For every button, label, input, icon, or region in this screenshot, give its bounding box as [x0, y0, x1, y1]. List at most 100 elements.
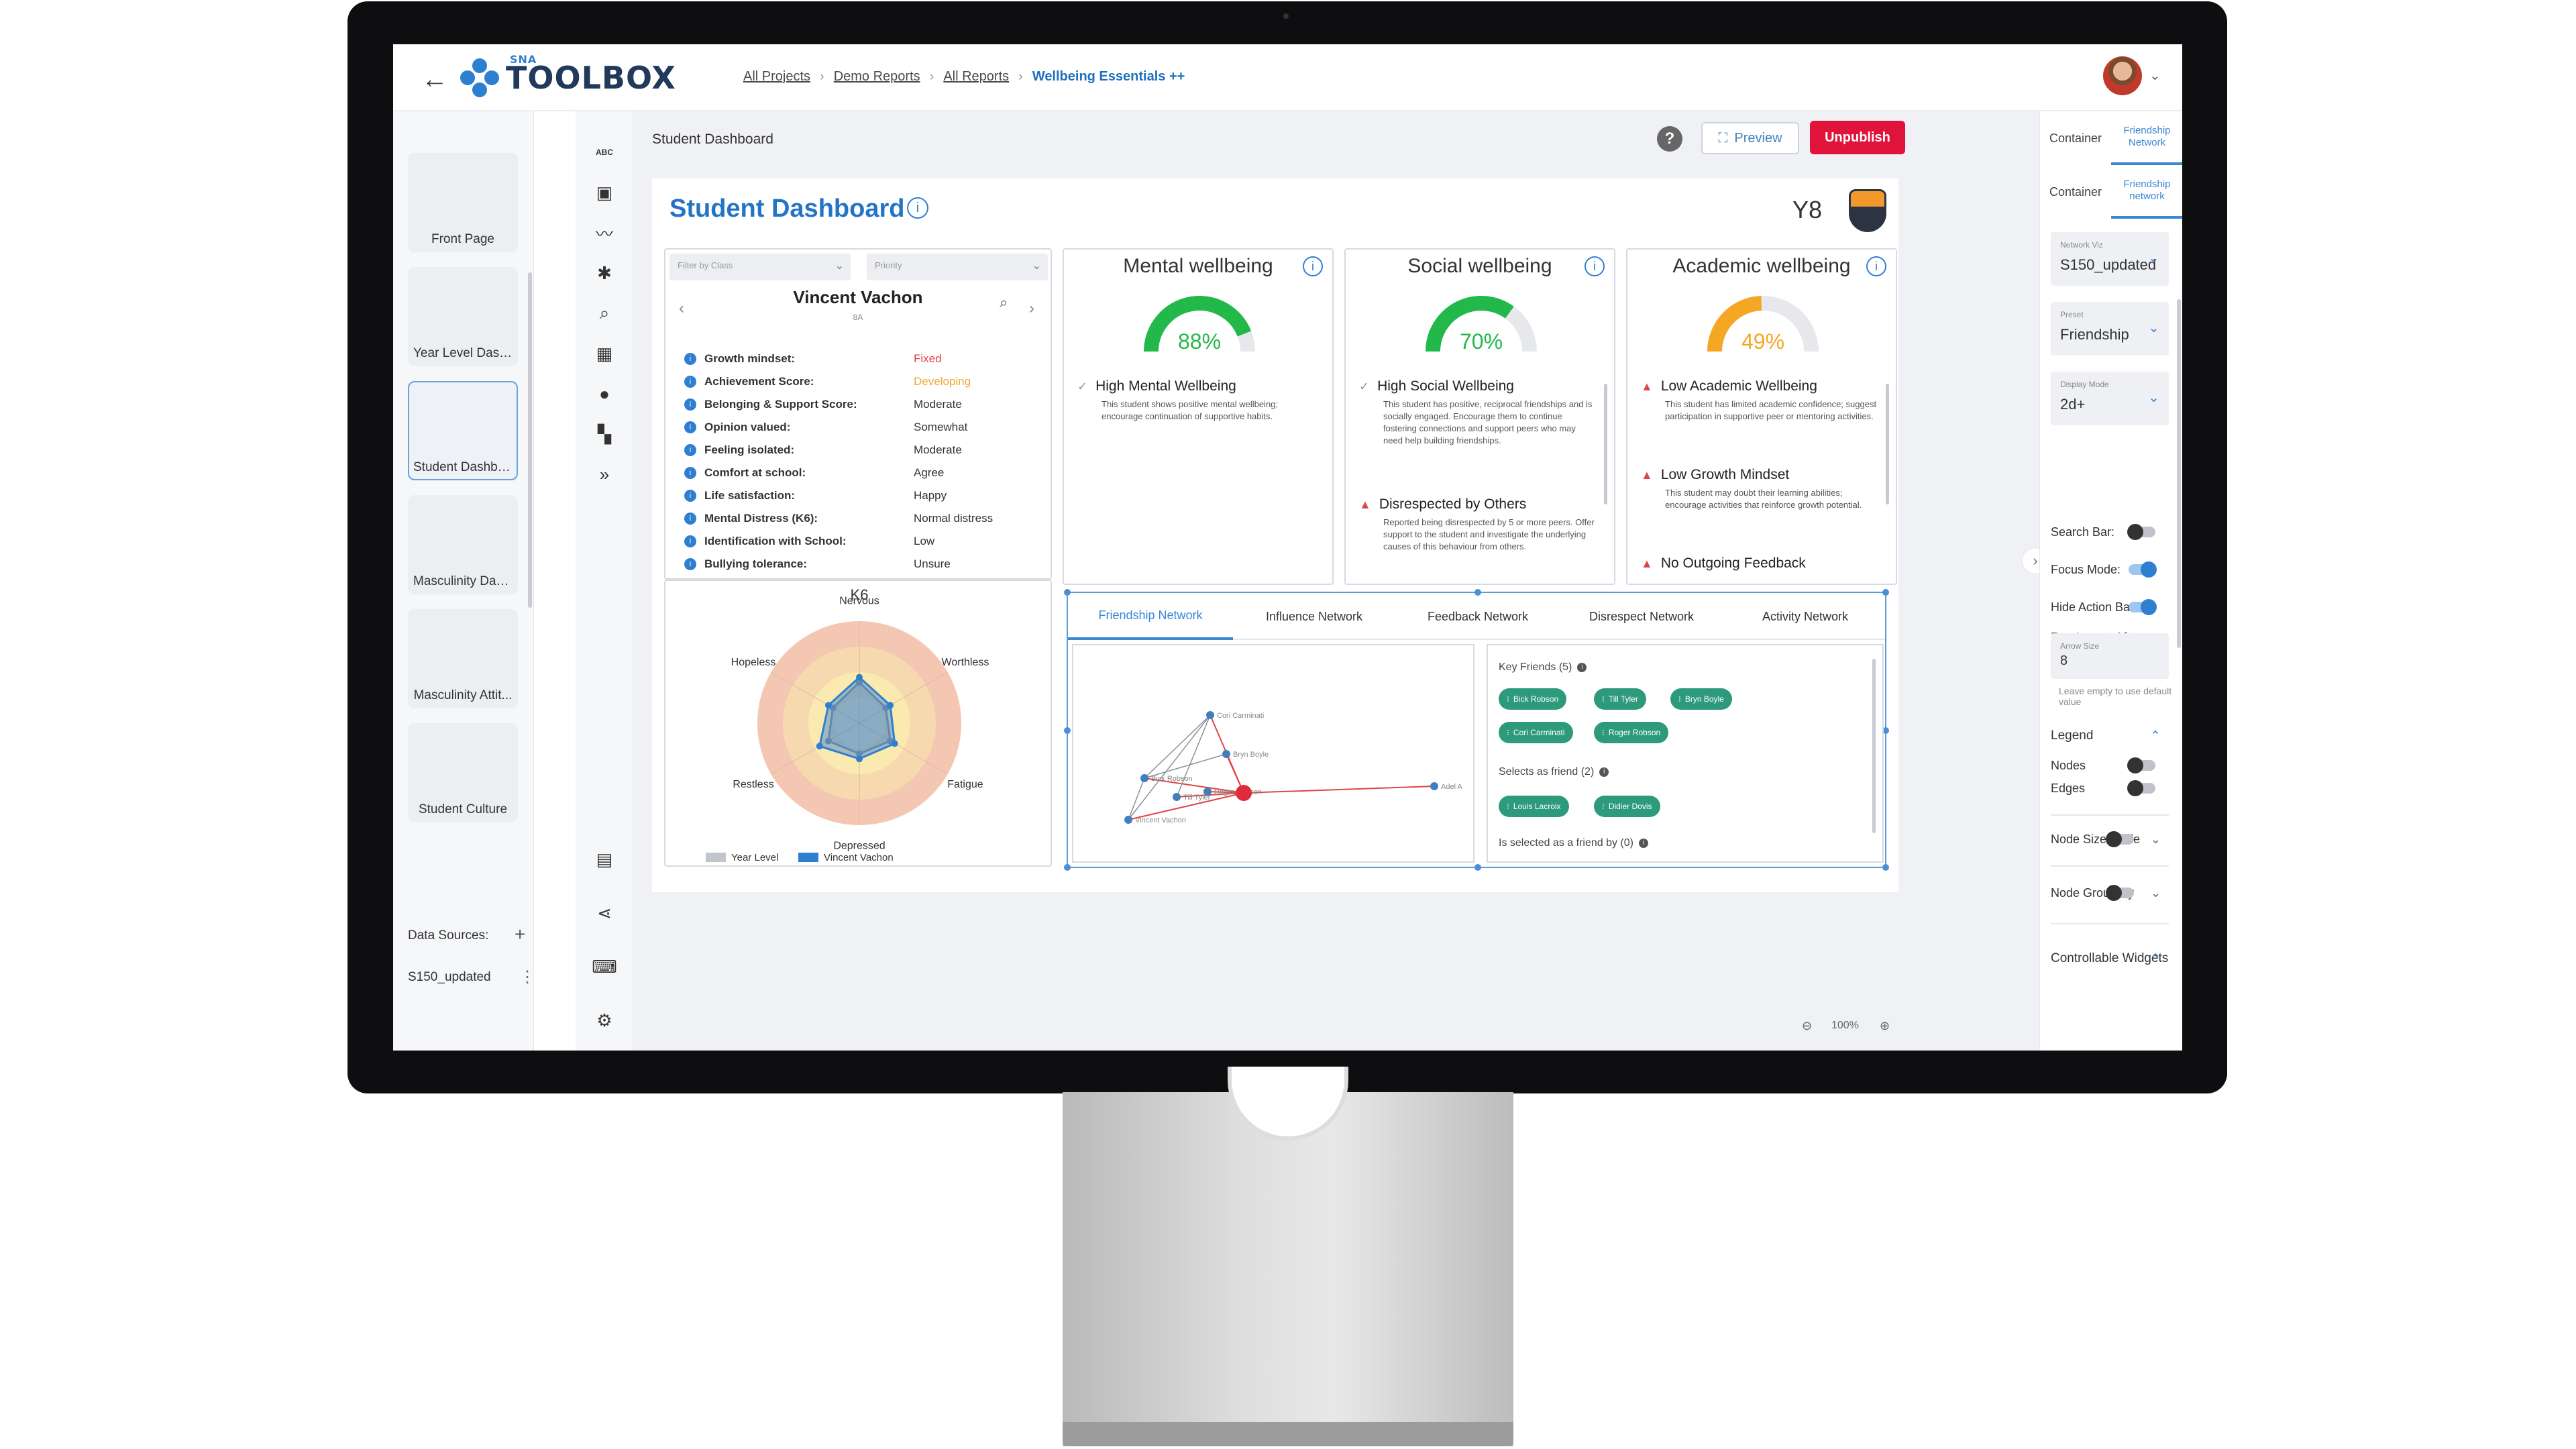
page-thumb-masculinity-attit[interactable]: Masculinity Attit... [408, 609, 518, 708]
share-icon[interactable]: ⋖ [597, 902, 612, 923]
filter-priority-select[interactable]: Priority ⌄ [867, 254, 1048, 280]
page-thumb-year-level[interactable]: Year Level Dash... [408, 267, 518, 366]
info-icon[interactable]: i [1599, 767, 1609, 777]
controllable-widgets-header[interactable]: Controllable Widgets ⌃ [2051, 951, 2169, 966]
graph-node[interactable] [1140, 774, 1148, 782]
grid-icon[interactable]: ▚ [598, 423, 611, 444]
data-source-item[interactable]: S150_updated [408, 970, 491, 984]
info-icon[interactable]: i [1638, 839, 1648, 848]
friend-chip[interactable]: ⁝ Till Tyler [1594, 688, 1646, 710]
chevron-down-icon[interactable]: ⌄ [2149, 68, 2161, 83]
breadcrumb-demo-reports[interactable]: Demo Reports [833, 69, 920, 84]
legend-section-header[interactable]: Legend ⌃ [2051, 729, 2169, 743]
tab-container-2[interactable]: Container [2049, 185, 2102, 199]
resize-handle[interactable] [1064, 589, 1071, 596]
friend-chip[interactable]: ⁝ Cori Carminati [1499, 722, 1573, 743]
tab-friendship-network[interactable]: Friendship Network [1068, 593, 1233, 640]
zoom-in-icon[interactable]: ⊕ [1880, 1019, 1890, 1032]
expand-icon[interactable]: » [599, 464, 610, 484]
chevron-down-icon[interactable]: ⌄ [2150, 885, 2161, 900]
friend-chip[interactable]: ⁝ Louis Lacroix [1499, 796, 1569, 817]
tab-disrespect-network[interactable]: Disrespect Network [1589, 609, 1695, 623]
friendship-graph[interactable]: Cori Carminati Bryn Boyle Bick Robson Roger… [1072, 644, 1474, 863]
tab-feedback-network[interactable]: Feedback Network [1427, 609, 1529, 623]
resize-handle[interactable] [1474, 864, 1481, 871]
tab-friendship-network[interactable]: Friendship Network [2111, 111, 2182, 165]
graph-node[interactable] [1173, 793, 1181, 801]
save-icon[interactable]: ▤ [596, 849, 613, 869]
resize-handle[interactable] [1882, 727, 1889, 734]
breadcrumb-all-reports[interactable]: All Reports [943, 69, 1010, 84]
nodes-toggle[interactable] [2127, 757, 2155, 773]
friend-chip[interactable]: ⁝ Roger Robson [1594, 722, 1669, 743]
page-thumb-student-dashboard[interactable]: Student Dashbo... [408, 381, 518, 480]
logo[interactable]: SNA TOOLBOX [460, 53, 676, 99]
pages-scrollbar[interactable] [528, 272, 532, 608]
display-mode-select[interactable]: Display Mode 2d+ ⌄ [2051, 372, 2169, 425]
props-scrollbar[interactable] [2177, 299, 2181, 648]
breadcrumb-all-projects[interactable]: All Projects [743, 69, 811, 84]
keyboard-icon[interactable]: ⌨ [592, 956, 617, 977]
info-icon[interactable]: i [1303, 256, 1323, 276]
image-widget-icon[interactable]: ▣ [596, 182, 613, 203]
add-data-source-icon[interactable]: + [515, 924, 526, 945]
text-widget-icon[interactable]: ABC [596, 148, 613, 157]
info-icon[interactable]: i [1866, 256, 1886, 276]
help-icon[interactable]: ? [1657, 126, 1682, 152]
node-size-toggle[interactable] [2106, 831, 2134, 847]
resize-handle[interactable] [1882, 589, 1889, 596]
tab-activity-network[interactable]: Activity Network [1762, 609, 1849, 623]
network-icon[interactable]: ✱ [597, 262, 612, 283]
prev-student-icon[interactable]: ‹ [679, 299, 684, 317]
graph-focus-node[interactable] [1236, 785, 1252, 801]
graph-node[interactable] [1124, 816, 1132, 824]
info-icon[interactable]: i [1585, 256, 1605, 276]
preview-button[interactable]: ⛶ Preview [1701, 122, 1799, 154]
search-icon[interactable]: ⌕ [1000, 294, 1008, 311]
info-icon[interactable]: i [1577, 663, 1587, 672]
page-thumb-masculinity-dash[interactable]: Masculinity Das... [408, 495, 518, 594]
friend-chip[interactable]: ⁝ Bick Robson [1499, 688, 1567, 710]
card-scrollbar[interactable] [1886, 384, 1889, 504]
toggle-switch[interactable] [2129, 561, 2157, 578]
avatar[interactable] [2103, 56, 2142, 95]
network-viz-select[interactable]: Network Viz S150_updated ⌄ [2051, 232, 2169, 286]
more-vertical-icon[interactable]: ⋮ [519, 968, 535, 986]
page-thumb-student-culture[interactable]: Student Culture [408, 723, 518, 822]
resize-handle[interactable] [1474, 589, 1481, 596]
toggle-switch[interactable] [2129, 599, 2157, 615]
pin-icon[interactable]: ● [599, 383, 610, 404]
friend-chip[interactable]: ⁝ Bryn Boyle [1670, 688, 1732, 710]
gear-icon[interactable]: ⚙ [596, 1010, 612, 1030]
graph-node[interactable] [1206, 711, 1214, 719]
graph-node[interactable] [1203, 788, 1212, 796]
search-list-icon[interactable]: ⌕ [599, 303, 610, 323]
line-chart-icon[interactable]: 〰 [595, 223, 613, 244]
filter-class-select[interactable]: Filter by Class ⌄ [669, 254, 851, 280]
resize-handle[interactable] [1064, 727, 1071, 734]
page-thumb-front[interactable]: Front Page [408, 153, 518, 252]
arrow-size-input[interactable]: Arrow Size 8 [2051, 633, 2169, 679]
resize-handle[interactable] [1882, 864, 1889, 871]
next-student-icon[interactable]: › [1029, 299, 1034, 317]
preset-select[interactable]: Preset Friendship ⌄ [2051, 302, 2169, 356]
graph-node[interactable] [1430, 782, 1438, 790]
table-icon[interactable]: ▦ [596, 343, 613, 364]
side-scrollbar[interactable] [1872, 659, 1876, 833]
toggle-switch[interactable] [2127, 524, 2155, 540]
friend-chip[interactable]: ⁝ Didier Dovis [1594, 796, 1660, 817]
zoom-out-icon[interactable]: ⊖ [1802, 1019, 1813, 1032]
unpublish-button[interactable]: Unpublish [1810, 121, 1905, 154]
tab-container[interactable]: Container [2049, 131, 2102, 145]
graph-node[interactable] [1222, 750, 1230, 758]
info-icon[interactable]: i [907, 197, 928, 219]
edges-toggle[interactable] [2127, 780, 2155, 796]
card-scrollbar[interactable] [1604, 384, 1607, 504]
resize-handle[interactable] [1064, 864, 1071, 871]
network-widget[interactable]: Friendship Network Influence Network Feedb… [1064, 589, 1889, 871]
node-group-toggle[interactable] [2106, 885, 2134, 901]
back-arrow-icon[interactable]: ← [421, 64, 448, 94]
chevron-down-icon[interactable]: ⌄ [2150, 832, 2161, 846]
tab-friendship-network-2[interactable]: Friendship network [2111, 165, 2182, 219]
tab-influence-network[interactable]: Influence Network [1265, 609, 1363, 623]
